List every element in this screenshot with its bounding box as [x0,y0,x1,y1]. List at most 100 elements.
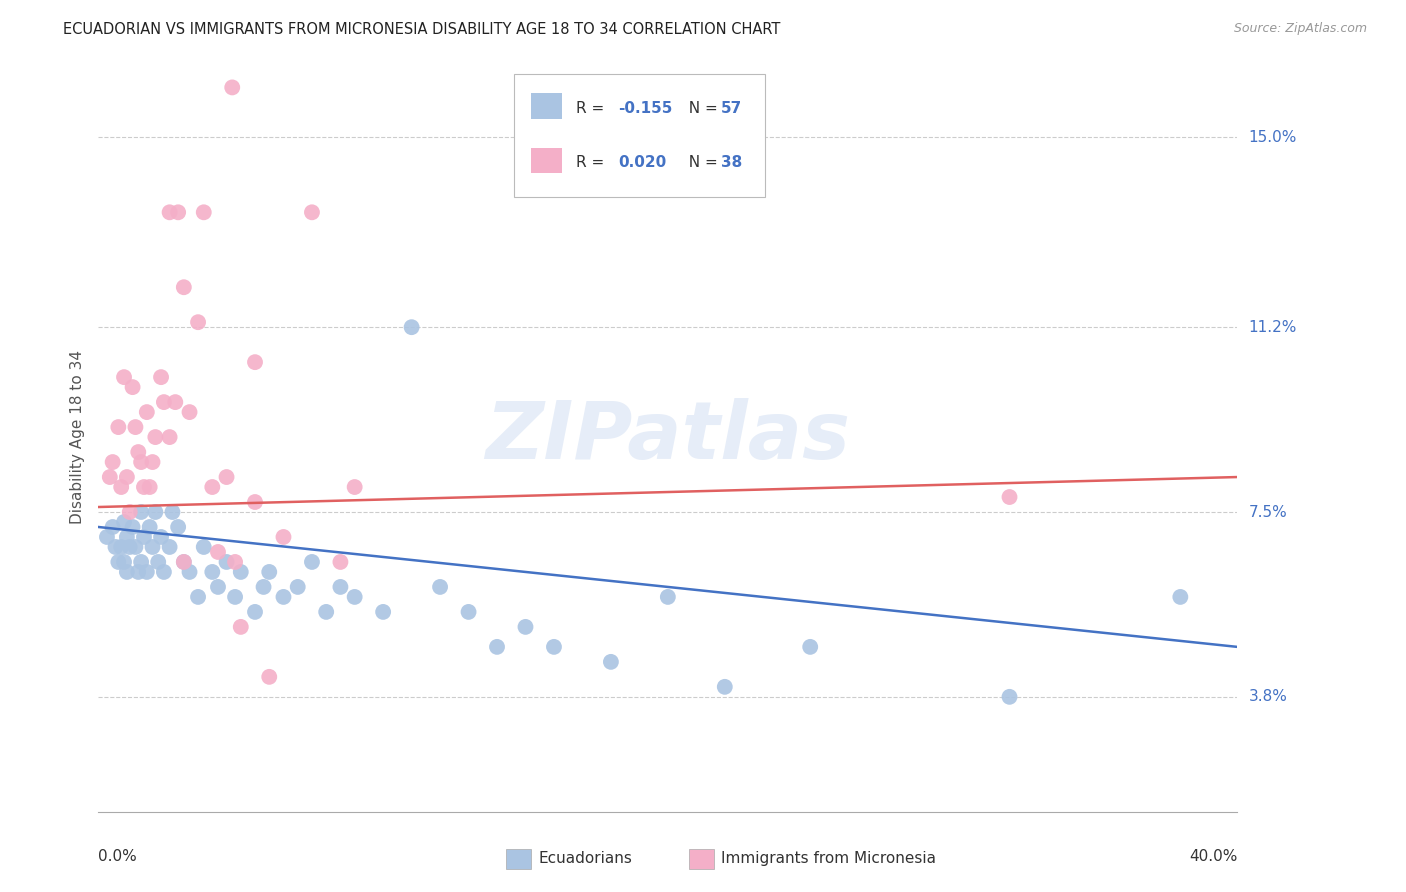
Point [121,380,143,394]
Point [259,670,281,684]
Point [101,455,124,469]
Point [173,555,195,569]
Point [112,515,135,529]
Point [173,280,195,294]
Point [187,590,209,604]
Text: ECUADORIAN VS IMMIGRANTS FROM MICRONESIA DISABILITY AGE 18 TO 34 CORRELATION CHA: ECUADORIAN VS IMMIGRANTS FROM MICRONESIA… [63,22,780,37]
Point [193,205,215,219]
Point [153,565,176,579]
Text: 0.0%: 0.0% [98,849,138,863]
Point [159,540,181,554]
Point [145,430,167,444]
Point [115,565,138,579]
Point [118,540,141,554]
Text: ZIPatlas: ZIPatlas [485,398,851,476]
Text: 7.5%: 7.5% [1249,505,1286,519]
Text: 40.0%: 40.0% [1189,849,1237,863]
Point [252,580,274,594]
Point [150,370,173,384]
Point [124,420,146,434]
Point [799,640,821,654]
Point [165,395,187,409]
Point [224,590,246,604]
Point [129,505,152,519]
Point [153,395,176,409]
Point [714,680,737,694]
Point [600,655,623,669]
Point [132,530,155,544]
Point [401,320,423,334]
Point [657,590,679,604]
Point [457,605,479,619]
Point [115,470,138,484]
Point [159,205,181,219]
Point [129,455,152,469]
Point [215,470,238,484]
Point [229,565,252,579]
Point [148,555,170,569]
Point [201,480,224,494]
Point [112,370,135,384]
Text: N =: N = [679,101,723,116]
Text: -0.155: -0.155 [619,101,672,116]
Point [98,470,121,484]
Point [273,590,295,604]
Point [998,690,1021,704]
Text: Source: ZipAtlas.com: Source: ZipAtlas.com [1233,22,1367,36]
Point [150,530,173,544]
Point [107,420,129,434]
Point [201,565,224,579]
Text: 11.2%: 11.2% [1249,319,1296,334]
Point [179,405,201,419]
Point [207,545,229,559]
Point [179,565,201,579]
Point [101,520,124,534]
Point [115,530,138,544]
Point [124,540,146,554]
Point [515,620,537,634]
Point [259,565,281,579]
Y-axis label: Disability Age 18 to 34: Disability Age 18 to 34 [69,350,84,524]
Point [315,605,337,619]
Point [343,590,366,604]
Point [373,605,395,619]
Point [141,540,163,554]
Point [193,540,215,554]
Point [129,555,152,569]
Point [221,80,243,95]
Point [301,205,323,219]
Point [998,490,1021,504]
Text: 57: 57 [721,101,742,116]
Point [167,205,190,219]
Text: 38: 38 [721,155,742,170]
Point [107,555,129,569]
Point [207,580,229,594]
Text: Immigrants from Micronesia: Immigrants from Micronesia [721,852,936,866]
Point [329,580,352,594]
Point [118,505,141,519]
Point [145,505,167,519]
Point [132,480,155,494]
Point [167,520,190,534]
Point [159,430,181,444]
Point [343,480,366,494]
Point [112,555,135,569]
Point [273,530,295,544]
Point [138,480,160,494]
Point [486,640,509,654]
Point [110,540,132,554]
Point [96,530,118,544]
Point [135,405,157,419]
Text: 0.020: 0.020 [619,155,666,170]
Point [135,565,157,579]
Point [329,555,352,569]
Point [110,480,132,494]
Point [301,555,323,569]
Text: 15.0%: 15.0% [1249,130,1296,145]
Point [1170,590,1192,604]
Point [162,505,184,519]
Point [243,605,266,619]
Point [215,555,238,569]
Point [141,455,163,469]
Point [287,580,309,594]
